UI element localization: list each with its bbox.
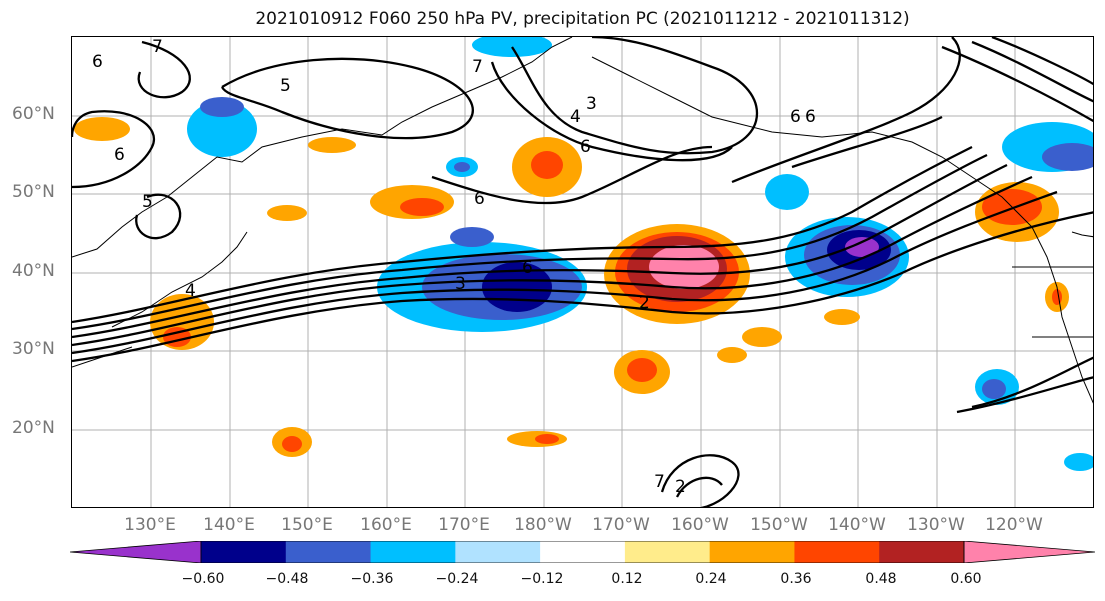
colorbar-box	[370, 541, 456, 563]
contour-label: 6	[805, 107, 816, 127]
colorbar-box	[455, 541, 541, 563]
lon-label-160e: 160°E	[360, 515, 412, 535]
lat-label-30n: 30°N	[12, 339, 55, 359]
lon-label-180w: 180°W	[514, 515, 572, 535]
chart-title: 2021010912 F060 250 hPa PV, precipitatio…	[255, 9, 910, 29]
contour-label: 6	[474, 189, 485, 209]
map-svg: 6 7 5 6 5 7 4 3 6 6 6 4 3 2 6 7 2 6	[72, 37, 1093, 507]
contour-label: 3	[586, 94, 597, 114]
colorbar	[69, 540, 1096, 564]
colorbar-svg	[69, 540, 1096, 564]
colorbar-tick: −0.24	[435, 571, 479, 587]
lon-label-150e: 150°E	[281, 515, 333, 535]
colorbar-extend-low	[69, 540, 202, 564]
contour-labels: 6 7 5 6 5 7 4 3 6 6 6 4 3 2 6 7 2 6	[92, 37, 816, 497]
colorbar-tick: −0.12	[520, 571, 564, 587]
lon-label-120w: 120°W	[985, 515, 1043, 535]
lon-label-140w: 140°W	[828, 515, 886, 535]
lon-label-150w: 150°W	[750, 515, 808, 535]
colorbar-extend-high	[963, 540, 1096, 564]
contour-label: 2	[639, 293, 650, 313]
contour-label: 6	[114, 145, 125, 165]
lon-label-140e: 140°E	[203, 515, 255, 535]
lat-label-50n: 50°N	[12, 182, 55, 202]
colorbar-box	[285, 541, 372, 563]
lon-label-170e: 170°E	[438, 515, 490, 535]
colorbar-tick: 0.24	[695, 571, 727, 587]
coastlines	[72, 37, 1093, 404]
contour-label: 6	[790, 107, 801, 127]
contour-label: 3	[455, 274, 466, 294]
colorbar-box	[201, 541, 287, 563]
lat-label-40n: 40°N	[12, 261, 55, 281]
contour-label: 7	[152, 37, 163, 57]
colorbar-box	[540, 541, 626, 563]
colorbar-tick: 0.60	[950, 571, 982, 587]
lon-label-160w: 160°W	[671, 515, 729, 535]
lon-label-130w: 130°W	[907, 515, 965, 535]
colorbar-boxes	[201, 541, 965, 563]
colorbar-tick: −0.48	[265, 571, 309, 587]
precip-shading	[74, 37, 1093, 471]
colorbar-tick: 0.48	[865, 571, 897, 587]
contour-label: 7	[654, 472, 665, 492]
contour-label: 6	[92, 52, 103, 72]
contour-label: 6	[522, 258, 533, 278]
colorbar-box	[879, 541, 965, 563]
colorbar-tick: 0.12	[611, 571, 643, 587]
map-panel: 6 7 5 6 5 7 4 3 6 6 6 4 3 2 6 7 2 6	[71, 36, 1094, 508]
colorbar-box	[794, 541, 880, 563]
contour-label: 5	[142, 192, 153, 212]
colorbar-tick: −0.36	[350, 571, 394, 587]
contour-label: 7	[472, 57, 483, 77]
contour-label: 2	[675, 477, 686, 497]
lat-label-20n: 20°N	[12, 418, 55, 438]
contour-label: 4	[185, 281, 196, 301]
colorbar-tick: −0.60	[181, 571, 225, 587]
lon-label-130e: 130°E	[124, 515, 176, 535]
contour-label: 5	[280, 76, 291, 96]
colorbar-box	[624, 541, 711, 563]
lon-label-170w: 170°W	[592, 515, 650, 535]
contour-label: 4	[570, 107, 581, 127]
lat-label-60n: 60°N	[12, 104, 55, 124]
colorbar-box	[709, 541, 795, 563]
pv-contours	[72, 37, 1093, 507]
contour-label: 6	[580, 137, 591, 157]
colorbar-tick: 0.36	[780, 571, 812, 587]
